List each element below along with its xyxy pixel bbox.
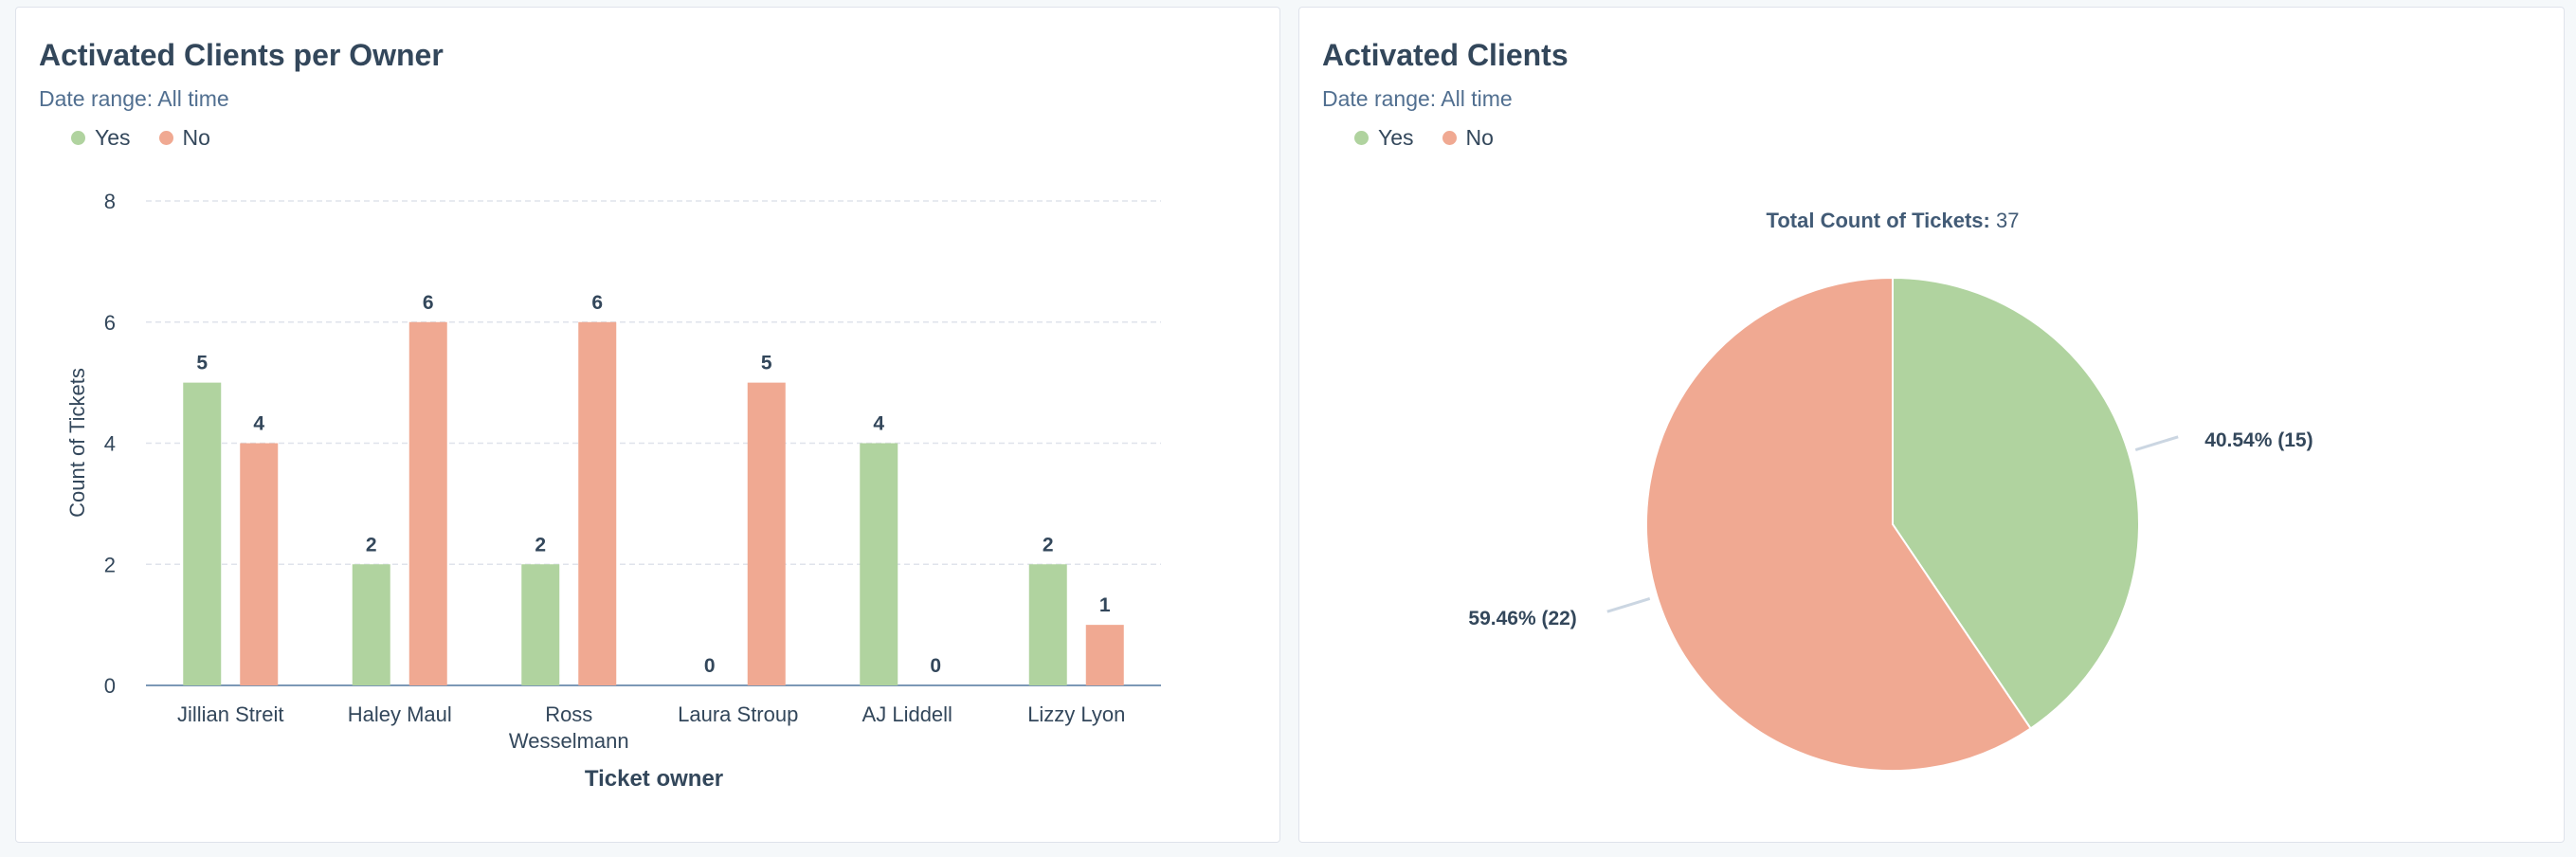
data-label: 5 xyxy=(761,353,772,374)
legend-label: Yes xyxy=(95,125,131,150)
x-tick-label: Lizzy Lyon xyxy=(1027,702,1125,726)
y-tick-label: 8 xyxy=(104,190,116,213)
legend-item-yes[interactable]: Yes xyxy=(71,125,131,151)
y-axis-label: Count of Tickets xyxy=(65,368,89,518)
legend: Yes No xyxy=(1354,125,1494,151)
x-tick-label: Laura Stroup xyxy=(678,702,798,726)
y-tick-label: 6 xyxy=(104,311,116,335)
bar-no[interactable] xyxy=(240,443,279,686)
date-range: Date range: All time xyxy=(39,86,229,111)
x-tick-label: AJ Liddell xyxy=(862,702,952,726)
legend-dot-icon xyxy=(1442,131,1457,145)
x-tick-label: Ross xyxy=(545,702,592,726)
bar-no[interactable] xyxy=(578,321,617,685)
legend-dot-icon xyxy=(1354,131,1369,145)
data-label: 0 xyxy=(930,655,941,677)
x-tick-label: Haley Maul xyxy=(348,702,452,726)
legend-label: No xyxy=(1465,125,1494,150)
data-label: 1 xyxy=(1099,594,1111,616)
y-tick-label: 4 xyxy=(104,432,116,456)
date-range: Date range: All time xyxy=(1322,86,1513,111)
data-label: 5 xyxy=(196,353,208,374)
bar-no[interactable] xyxy=(1085,625,1124,685)
bar-no[interactable] xyxy=(747,382,786,685)
legend-label: No xyxy=(182,125,210,150)
data-label: 0 xyxy=(704,655,716,677)
bar-yes[interactable] xyxy=(183,382,222,685)
pie-slice-yes[interactable] xyxy=(1892,276,2140,730)
total-count-label: Total Count of Tickets: 37 xyxy=(1767,209,2020,232)
legend-item-yes[interactable]: Yes xyxy=(1354,125,1414,151)
data-label: 6 xyxy=(423,292,434,314)
bar-chart-card: Activated Clients per Owner Date range: … xyxy=(15,7,1280,843)
data-label: 4 xyxy=(873,413,884,435)
legend-item-no[interactable]: No xyxy=(158,125,210,151)
slice-label: 59.46% (22) xyxy=(1468,608,1576,629)
slice-label: 40.54% (15) xyxy=(2204,429,2313,451)
legend-dot-icon xyxy=(71,131,85,145)
x-tick-label: Wesselmann xyxy=(509,729,629,753)
data-label: 2 xyxy=(366,534,377,556)
data-label: 4 xyxy=(253,413,264,435)
legend-label: Yes xyxy=(1378,125,1414,150)
legend-dot-icon xyxy=(158,131,173,145)
bar-yes[interactable] xyxy=(1028,564,1067,685)
y-tick-label: 2 xyxy=(104,553,116,576)
data-label: 2 xyxy=(1043,534,1054,556)
legend-item-no[interactable]: No xyxy=(1442,125,1494,151)
pie-slice-no[interactable] xyxy=(1645,276,2032,772)
card-title: Activated Clients xyxy=(1322,38,1569,72)
bar-yes[interactable] xyxy=(352,564,390,685)
bar-yes[interactable] xyxy=(521,564,560,685)
leader-line xyxy=(1606,597,1651,613)
card-title: Activated Clients per Owner xyxy=(39,38,444,72)
bar-yes[interactable] xyxy=(860,443,898,686)
leader-line xyxy=(2134,435,2179,451)
data-label: 2 xyxy=(535,534,546,556)
bar-no[interactable] xyxy=(408,321,447,685)
y-tick-label: 0 xyxy=(104,674,116,698)
legend: Yes No xyxy=(71,125,210,151)
data-label: 6 xyxy=(591,292,603,314)
x-tick-label: Jillian Streit xyxy=(177,702,283,726)
x-axis-label: Ticket owner xyxy=(585,766,723,792)
